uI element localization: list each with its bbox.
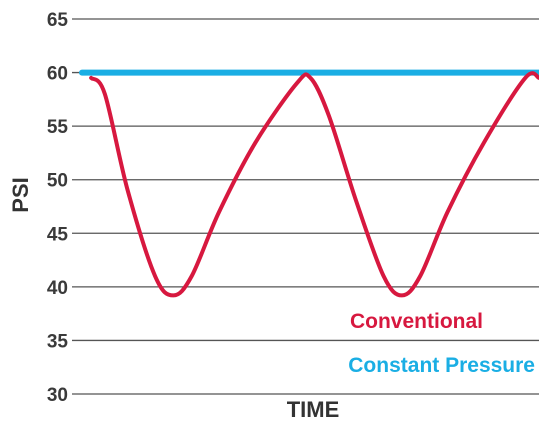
y-tick-label-35: 35 <box>47 331 69 352</box>
series-line-conventional <box>89 71 539 298</box>
legend-constant-pressure: Constant Pressure <box>348 354 535 377</box>
y-tick-label-40: 40 <box>47 278 68 299</box>
y-axis-title: PSI <box>8 177 33 212</box>
y-tick-labels: 30 35 40 45 50 55 60 65 <box>47 10 69 406</box>
y-tick-label-65: 65 <box>47 10 69 31</box>
y-tick-label-60: 60 <box>47 64 68 85</box>
legend-conventional: Conventional <box>350 310 483 333</box>
x-axis-title: TIME <box>287 397 340 422</box>
y-tick-label-55: 55 <box>47 117 69 138</box>
y-tick-label-50: 50 <box>47 171 68 192</box>
y-tick-label-30: 30 <box>47 385 68 406</box>
y-tick-label-45: 45 <box>47 224 69 245</box>
series-lines <box>79 69 539 298</box>
